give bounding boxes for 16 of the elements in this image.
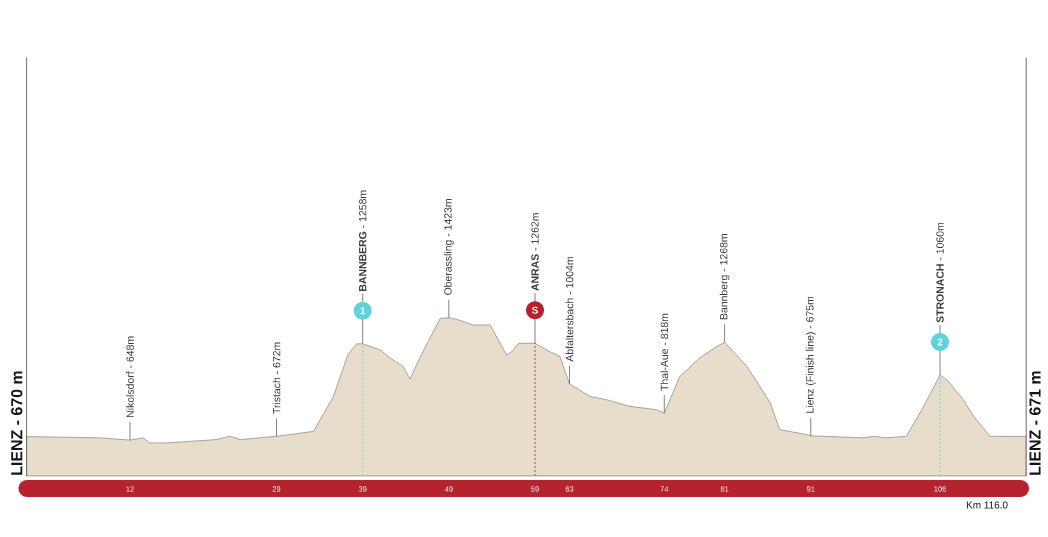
annotation: Bannberg - 1268m <box>719 234 730 320</box>
annotation: BANNBERG - 1258m <box>358 190 367 291</box>
annotation: Nikolsdorf - 648m <box>126 336 134 418</box>
annotation: 2 <box>937 338 943 346</box>
annotation: Abfaltersbach - 1004m <box>565 257 574 362</box>
annotation: Tristach - 672m <box>272 342 281 414</box>
annotation: Oberassling - 1423m <box>443 199 454 295</box>
annotation: STRONACH - 1060m <box>936 222 944 323</box>
text: LIENZ - 670 m <box>11 371 23 475</box>
annotation: ANRAS - 1262m <box>531 213 539 291</box>
annotation: 1 <box>360 307 366 315</box>
annotation: Thal-Aue - 818m <box>660 313 669 391</box>
annotation: Lienz (Finish line) - 675m <box>805 296 816 413</box>
text: LIENZ - 671 m <box>1029 371 1041 475</box>
text: Km 116.0 <box>966 501 1008 509</box>
annotation: S <box>531 306 538 314</box>
